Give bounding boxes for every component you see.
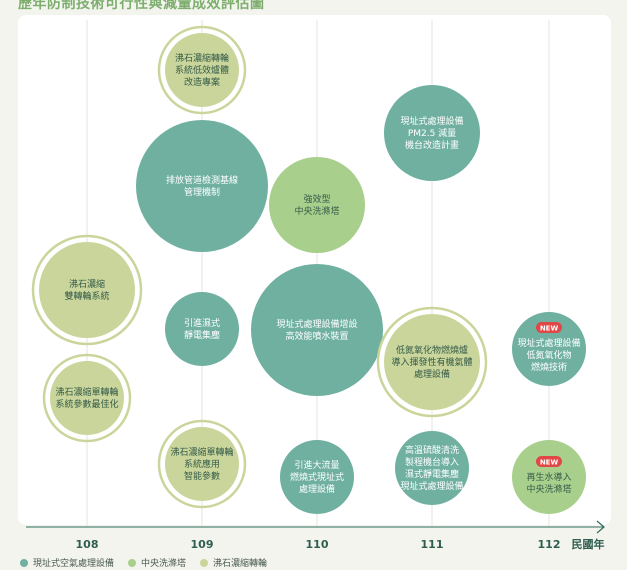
bubble-circle-b6: [251, 264, 383, 396]
bubble-label-b1-2: 改造專案: [184, 76, 220, 88]
bubble-label-b14-1: 中央洗滌塔: [526, 483, 571, 495]
bubble-circle-b13: [512, 312, 586, 386]
bubble-circle-b5: [269, 157, 365, 253]
bubble-circle-b2: [136, 120, 268, 252]
x-tick-111: 111: [421, 538, 444, 551]
x-axis-label: 民國年: [572, 537, 605, 551]
bubble-label-b13-0: 現址式處理設備: [517, 337, 580, 349]
new-badge-b13: [536, 322, 562, 333]
legend-label-zeolite: 沸石濃縮轉輪: [213, 559, 268, 569]
legend-item-onsite: 現址式空氣處理設備: [20, 556, 114, 569]
legend-item-zeolite: 沸石濃縮轉輪: [200, 556, 267, 569]
bubble-circle-b12: [50, 361, 124, 435]
bubble-label-b10-1: 製程機台導入: [405, 456, 459, 468]
bubble-label-b13-2: 燃燒技術: [531, 361, 567, 373]
bubble-label-b6-1: 高效能噴水裝置: [285, 330, 348, 342]
bubble-label-b10-2: 濕式靜電集塵: [405, 468, 459, 480]
bubble-label-b10-3: 現址式處理設備: [400, 480, 463, 492]
bubble-label-b1-1: 系統低效爐體: [175, 64, 229, 76]
legend-item-scrubber: 中央洗滌塔: [128, 556, 186, 569]
bubble-label-b7-1: 燃燒式現址式: [290, 471, 344, 483]
legend: 現址式空氣處理設備 中央洗滌塔 沸石濃縮轉輪: [20, 556, 267, 569]
bubble-label-b5-0: 強效型: [303, 193, 330, 205]
x-tick-112: 112: [538, 538, 561, 551]
bubble-ring-b11: [31, 234, 143, 346]
bubble-circle-b8: [384, 85, 480, 181]
bubble-label-b1-0: 沸石濃縮轉輪: [175, 52, 229, 64]
bubble-label-b14-0: 再生水導入: [526, 471, 571, 483]
x-tick-110: 110: [306, 538, 329, 551]
bubble-label-b6-0: 現址式處理設備增設: [276, 318, 357, 330]
legend-swatch-onsite: [20, 558, 28, 567]
legend-label-scrubber: 中央洗滌塔: [141, 559, 187, 569]
bubble-circle-b1: [165, 33, 239, 107]
chart-title: 歷年防制技術可行性與減量成效評估圖: [18, 0, 265, 12]
bubble-label-b4-0: 沸石濃縮單轉輪: [170, 446, 233, 458]
bubble-label-b8-0: 現址式處理設備: [400, 115, 463, 127]
bubble-label-b8-1: PM2.5 減量: [408, 127, 456, 139]
bubble-circle-b9: [384, 314, 480, 410]
bubble-label-b7-0: 引進大流量: [294, 459, 339, 471]
legend-swatch-scrubber: [128, 558, 137, 567]
x-axis-arrow: [596, 520, 605, 534]
bubble-ring-b4: [157, 419, 247, 509]
bubble-label-b4-1: 系統應用: [184, 458, 220, 470]
bubble-label-b2-1: 管理機制: [184, 186, 220, 198]
bubble-label-b12-0: 沸石濃縮單轉輪: [55, 386, 118, 398]
bubble-label-b2-0: 排放管道檢測基線: [166, 174, 238, 186]
bubble-circle-b7: [280, 440, 354, 514]
bubble-circle-b11: [39, 242, 135, 338]
legend-label-onsite: 現址式空氣處理設備: [33, 559, 115, 569]
bubble-label-b8-2: 機台改造計畫: [405, 139, 459, 151]
bubble-label-b3-0: 引進濕式: [184, 317, 220, 329]
bubble-label-b5-1: 中央洗滌塔: [294, 205, 339, 217]
bubble-label-b13-1: 低氮氧化物: [526, 349, 571, 361]
bubble-circle-b14: [512, 440, 586, 514]
bubble-circle-b10: [395, 431, 469, 505]
bubble-circle-b3: [165, 292, 239, 366]
bubble-label-b11-1: 雙轉輪系統: [64, 290, 109, 302]
bubble-label-b9-1: 導入揮發性有機氣體: [391, 356, 472, 368]
bubble-ring-b1: [157, 25, 247, 115]
bubble-label-b4-2: 智能參數: [184, 470, 220, 482]
bubble-ring-b9: [376, 306, 488, 418]
new-badge-text-b14: NEW: [540, 459, 559, 467]
bubble-circle-b4: [165, 427, 239, 501]
legend-swatch-zeolite: [200, 558, 209, 567]
bubble-label-b10-0: 高溫硫酸清洗: [405, 444, 459, 456]
bubble-label-b9-0: 低氮氧化物燃燒爐: [396, 344, 468, 356]
bubble-label-b7-2: 處理設備: [299, 483, 335, 495]
new-badge-text-b13: NEW: [540, 325, 559, 333]
bubble-ring-b12: [42, 353, 132, 443]
bubble-label-b9-2: 處理設備: [414, 368, 450, 380]
x-tick-109: 109: [191, 538, 214, 551]
bubble-label-b11-0: 沸石濃縮: [69, 278, 105, 290]
x-tick-108: 108: [76, 538, 99, 551]
bubble-label-b3-1: 靜電集塵: [184, 329, 220, 341]
new-badge-b14: [536, 456, 562, 467]
bubble-label-b12-1: 系統參數最佳化: [55, 398, 118, 410]
